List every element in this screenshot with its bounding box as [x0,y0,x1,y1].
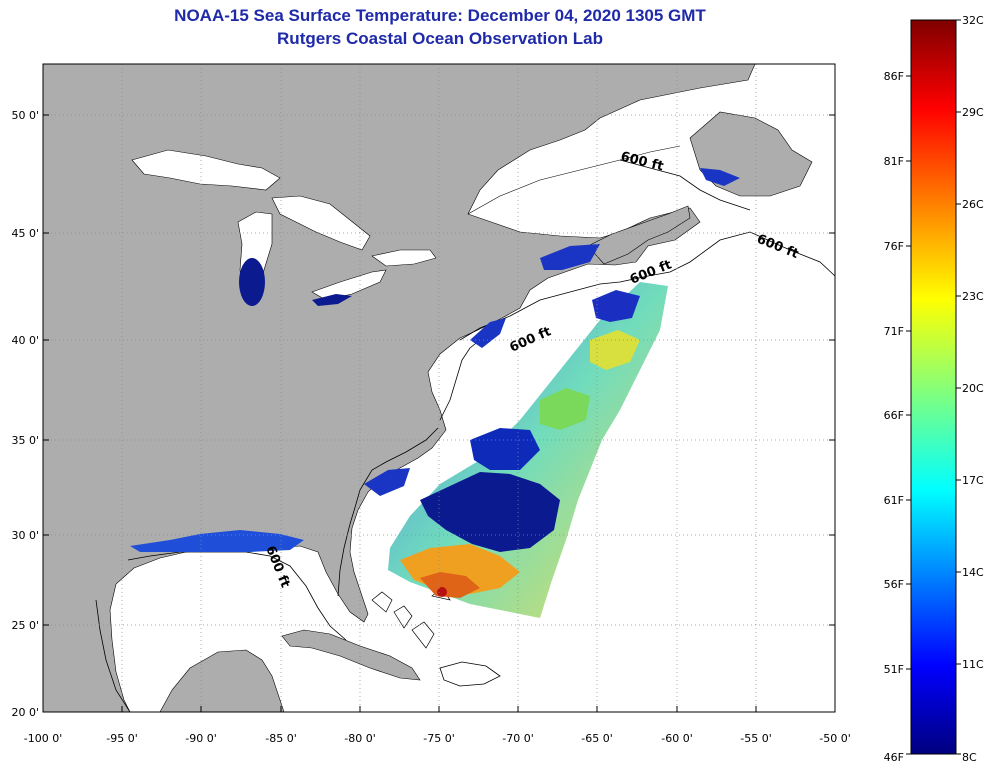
lat-label-45: 45 0' [11,227,39,240]
yucatan-land [159,649,285,712]
colorbar-label-11c: 11C [962,658,984,671]
hispaniola-land [439,661,501,687]
colorbar-label-26c: 26C [962,198,984,211]
lon-label-55: -55 0' [740,732,772,745]
colorbar [910,19,957,755]
lon-label-70: -70 0' [502,732,534,745]
lat-label-25: 25 0' [11,619,39,632]
colorbar-label-17c: 17C [962,474,984,487]
colorbar-label-76f: 76F [884,240,904,253]
colorbar-label-14c: 14C [962,566,984,579]
st-lawrence-coast [467,145,681,215]
title-line-2: Rutgers Coastal Ocean Observation Lab [277,29,603,48]
coastal-cold-patches [364,168,740,496]
colorbar-ticks [906,19,961,755]
colorbar-label-29c: 29C [962,106,984,119]
maritimes-land [587,205,691,265]
colorbar-label-51f: 51F [884,663,904,676]
lat-label-50: 50 0' [11,109,39,122]
cuba-land [281,629,421,681]
title-line-1: NOAA-15 Sea Surface Temperature: Decembe… [174,6,706,25]
colorbar-label-81f: 81F [884,155,904,168]
colorbar-label-20c: 20C [962,382,984,395]
map-layers: 600 ft 600 ft 600 ft 600 ft 600 ft [43,64,835,712]
lat-label-35: 35 0' [11,434,39,447]
swath-warm-core [420,572,480,598]
lon-label-85: -85 0' [265,732,297,745]
lon-label-60: -60 0' [661,732,693,745]
map-title: NOAA-15 Sea Surface Temperature: Decembe… [0,4,880,50]
swath-hot-spot [437,587,447,597]
swath-cold-central [420,472,560,552]
lake-erie-sst [312,294,352,306]
swath-cold-north [592,290,640,322]
gulf-cold-strip [130,530,304,552]
lon-label-100: -100 0' [24,732,62,745]
colorbar-label-86f: 86F [884,70,904,83]
lat-axis [43,114,835,626]
colorbar-label-66f: 66F [884,409,904,422]
lon-label-90: -90 0' [185,732,217,745]
colorbar-label-56f: 56F [884,578,904,591]
lon-label-80: -80 0' [344,732,376,745]
sst-swath [388,282,668,618]
lon-label-75: -75 0' [423,732,455,745]
lon-label-95: -95 0' [106,732,138,745]
lat-label-20: 20 0' [11,706,39,719]
colorbar-label-46f: 46F [884,751,904,764]
shelf-contours [95,159,835,712]
colorbar-label-71f: 71F [884,325,904,338]
colorbar-label-61f: 61F [884,494,904,507]
lon-label-65: -65 0' [581,732,613,745]
swath-green-band [540,388,590,430]
colorbar-label-8c: 8C [962,751,977,764]
colorbar-label-23c: 23C [962,290,984,303]
lon-axis [121,706,757,712]
map-grid [43,64,835,712]
great-lakes [131,149,437,301]
lat-label-40: 40 0' [11,334,39,347]
swath-cold-gulfstream [470,428,540,470]
colorbar-label-32c: 32C [962,14,984,27]
lon-label-50: -50 0' [819,732,851,745]
lat-label-30: 30 0' [11,529,39,542]
lake-michigan-sst [239,258,265,306]
